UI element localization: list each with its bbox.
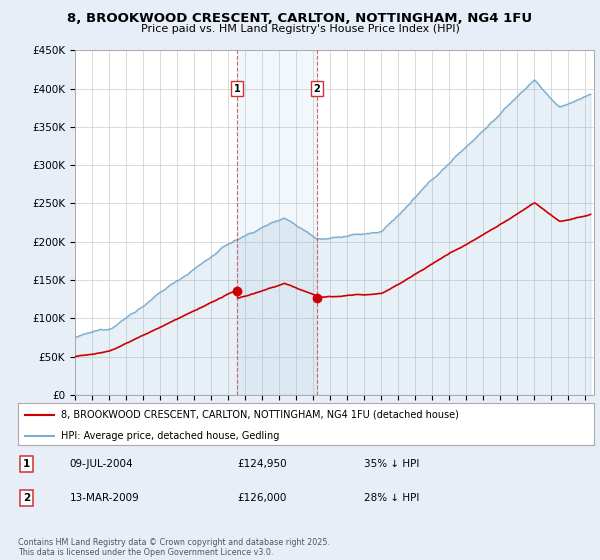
- Text: 35% ↓ HPI: 35% ↓ HPI: [364, 459, 419, 469]
- Text: £126,000: £126,000: [237, 493, 286, 503]
- Text: 1: 1: [233, 83, 241, 94]
- Text: 09-JUL-2004: 09-JUL-2004: [70, 459, 133, 469]
- Text: 13-MAR-2009: 13-MAR-2009: [70, 493, 140, 503]
- Text: 28% ↓ HPI: 28% ↓ HPI: [364, 493, 419, 503]
- Text: 1: 1: [23, 459, 30, 469]
- Text: 2: 2: [313, 83, 320, 94]
- Text: HPI: Average price, detached house, Gedling: HPI: Average price, detached house, Gedl…: [61, 431, 280, 441]
- Text: 8, BROOKWOOD CRESCENT, CARLTON, NOTTINGHAM, NG4 1FU: 8, BROOKWOOD CRESCENT, CARLTON, NOTTINGH…: [67, 12, 533, 25]
- Text: Contains HM Land Registry data © Crown copyright and database right 2025.
This d: Contains HM Land Registry data © Crown c…: [18, 538, 330, 557]
- Bar: [237, 50, 317, 395]
- Text: £124,950: £124,950: [237, 459, 287, 469]
- Text: 2: 2: [23, 493, 30, 503]
- Text: Price paid vs. HM Land Registry's House Price Index (HPI): Price paid vs. HM Land Registry's House …: [140, 24, 460, 34]
- Text: 8, BROOKWOOD CRESCENT, CARLTON, NOTTINGHAM, NG4 1FU (detached house): 8, BROOKWOOD CRESCENT, CARLTON, NOTTINGH…: [61, 410, 459, 420]
